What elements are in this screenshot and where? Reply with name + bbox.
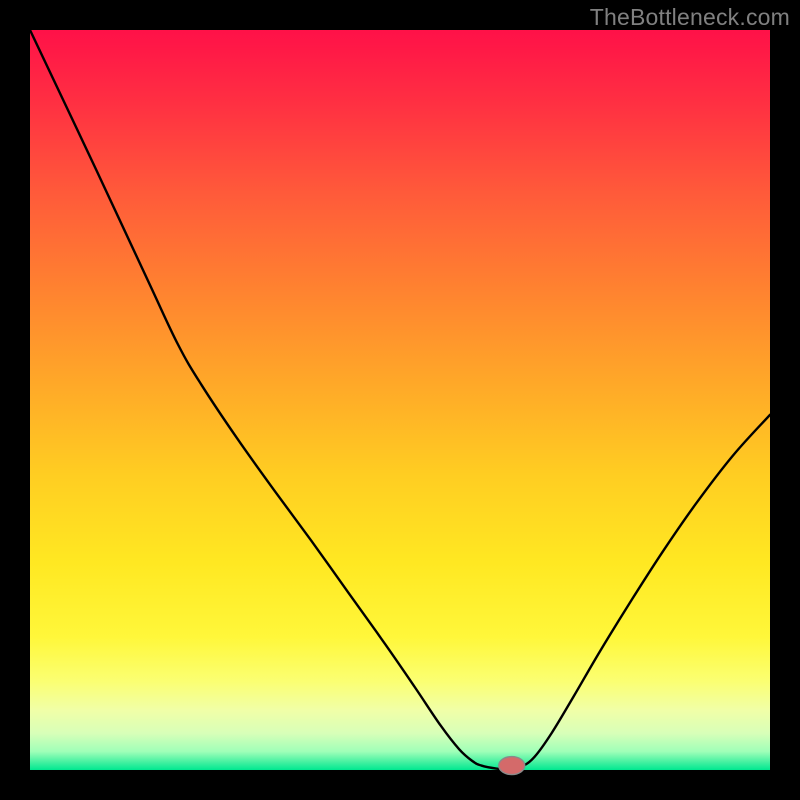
chart-svg — [0, 0, 800, 800]
optimal-point-marker — [499, 757, 525, 775]
gradient-plot-area — [30, 30, 770, 770]
watermark-label: TheBottleneck.com — [590, 4, 790, 31]
bottleneck-chart: TheBottleneck.com — [0, 0, 800, 800]
